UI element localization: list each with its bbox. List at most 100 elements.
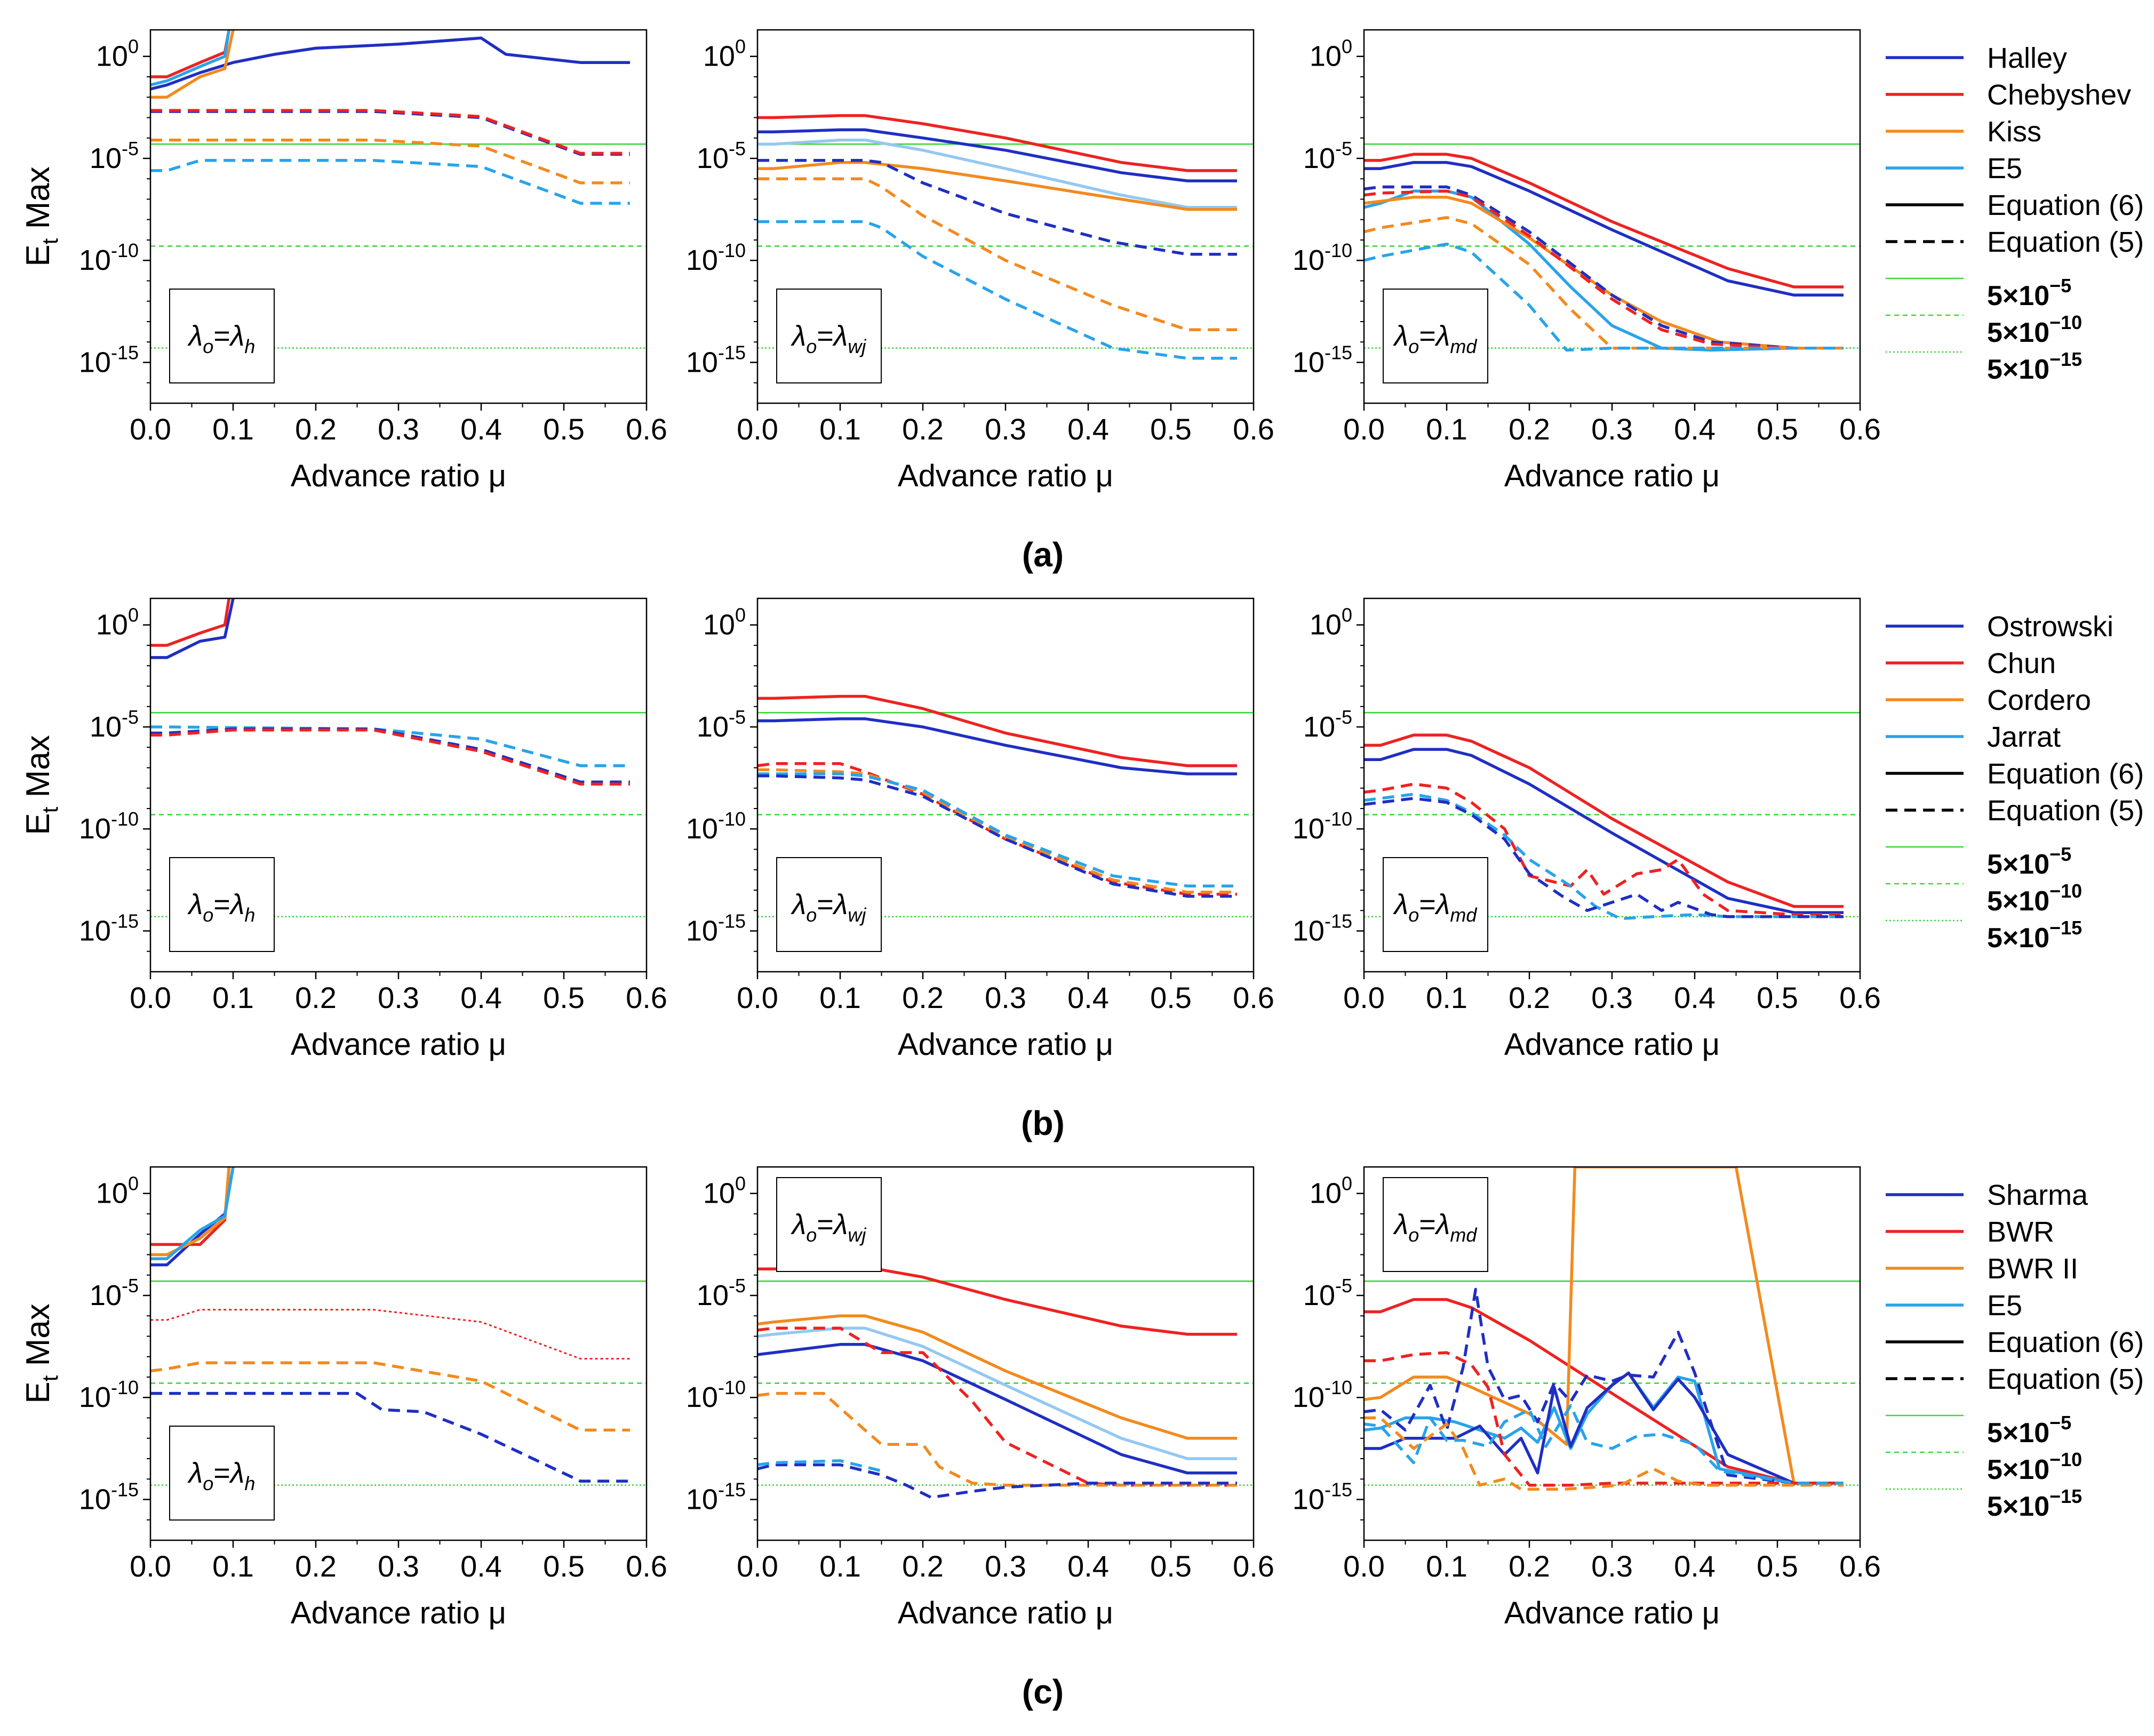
legend-label: Equation (5) bbox=[1987, 795, 2144, 827]
y-tick-label: 10-10 bbox=[686, 808, 746, 845]
series-line bbox=[757, 774, 1237, 898]
y-tick-label: 10-5 bbox=[90, 138, 139, 174]
series-line bbox=[757, 1314, 1237, 1440]
series-line bbox=[757, 161, 1237, 211]
x-tick-label: 0.3 bbox=[378, 412, 419, 446]
x-tick-label: 0.2 bbox=[902, 1549, 944, 1583]
y-tick-label: 100 bbox=[1310, 36, 1352, 73]
panel-c1: 0.0 0.1 0.2 0.3 0.4 0.5 0.6 100 10-5 10-10 10-15 Ad… bbox=[20, 1166, 667, 1630]
series-group bbox=[757, 694, 1237, 898]
x-tick-label: 0.5 bbox=[1757, 981, 1798, 1014]
lambda-annotation: λo=λwj bbox=[791, 1209, 867, 1246]
x-tick-label: 0.6 bbox=[1839, 981, 1881, 1014]
y-tick-label: 10-5 bbox=[697, 1275, 746, 1311]
lambda-annotation: λo=λwj bbox=[791, 320, 867, 357]
x-tick-label: 0.6 bbox=[626, 1549, 667, 1583]
series-line bbox=[757, 1326, 1237, 1487]
x-tick-label: 0.3 bbox=[985, 981, 1026, 1014]
series-group bbox=[757, 114, 1237, 360]
x-tick-label: 0.6 bbox=[1839, 1549, 1881, 1583]
annotation-box bbox=[1383, 857, 1488, 952]
legend-label: Chun bbox=[1987, 647, 2056, 679]
x-axis-label: Advance ratio μ bbox=[898, 459, 1113, 493]
x-tick-label: 0.1 bbox=[819, 1549, 861, 1583]
series-group bbox=[757, 1265, 1237, 1499]
x-tick-label: 0.6 bbox=[626, 981, 667, 1014]
series-line bbox=[757, 717, 1237, 775]
legend-label: 5×10−15 bbox=[1987, 1485, 2082, 1522]
legend-label: Cordero bbox=[1987, 684, 2091, 716]
x-tick-label: 0.0 bbox=[737, 412, 778, 446]
x-tick-label: 0.5 bbox=[543, 981, 585, 1014]
x-tick-label: 0.3 bbox=[378, 1549, 419, 1583]
x-tick-label: 0.6 bbox=[1233, 412, 1274, 446]
x-tick-label: 0.3 bbox=[378, 981, 419, 1014]
lambda-annotation: λo=λwj bbox=[791, 889, 867, 926]
x-tick-label: 0.6 bbox=[1839, 412, 1881, 446]
series-line bbox=[150, 1167, 235, 1260]
x-tick-label: 0.2 bbox=[295, 1549, 337, 1583]
legend-label: Equation (5) bbox=[1987, 1363, 2144, 1395]
y-tick-label: 10-15 bbox=[686, 1478, 746, 1515]
annotation-box bbox=[1383, 1177, 1488, 1272]
x-tick-label: 0.5 bbox=[1757, 1549, 1798, 1583]
x-tick-label: 0.5 bbox=[543, 412, 585, 446]
x-tick-label: 0.1 bbox=[819, 412, 861, 446]
x-tick-label: 0.2 bbox=[295, 412, 337, 446]
series-line bbox=[1364, 242, 1844, 352]
series-group bbox=[150, 598, 630, 786]
series-line bbox=[150, 30, 231, 86]
x-tick-label: 0.4 bbox=[1674, 981, 1716, 1014]
series-line bbox=[1364, 797, 1844, 918]
x-tick-label: 0.5 bbox=[543, 1549, 585, 1583]
y-tick-label: 100 bbox=[703, 1173, 746, 1210]
series-line bbox=[1364, 216, 1844, 350]
y-axis-label: Et Max bbox=[20, 1303, 62, 1403]
y-tick-label: 10-5 bbox=[697, 138, 746, 174]
series-line bbox=[757, 694, 1237, 767]
y-tick-label: 10-10 bbox=[1293, 1377, 1352, 1413]
series-line bbox=[1364, 793, 1844, 921]
legend-label: Equation (6) bbox=[1987, 758, 2144, 790]
panel-b3: 0.0 0.1 0.2 0.3 0.4 0.5 0.6 100 10-5 10-10 10-15 Ad… bbox=[1293, 597, 1881, 1062]
series-line bbox=[757, 128, 1237, 182]
y-tick-label: 10-15 bbox=[686, 910, 746, 947]
y-tick-label: 10-10 bbox=[1293, 808, 1352, 845]
series-line bbox=[150, 1361, 630, 1432]
series-line bbox=[757, 220, 1237, 360]
annotation-box bbox=[776, 289, 882, 383]
series-line bbox=[1364, 748, 1844, 914]
x-tick-label: 0.0 bbox=[737, 1549, 778, 1583]
row-label: (a) bbox=[1022, 535, 1064, 574]
lambda-annotation: λo=λmd bbox=[1393, 320, 1478, 357]
series-line bbox=[1364, 1167, 1844, 1485]
x-tick-label: 0.4 bbox=[460, 981, 502, 1014]
series-line bbox=[757, 1265, 1237, 1336]
lambda-annotation: λo=λh bbox=[187, 1457, 256, 1494]
x-tick-label: 0.4 bbox=[460, 1549, 502, 1583]
x-tick-label: 0.4 bbox=[1067, 981, 1109, 1014]
legend-label: Equation (6) bbox=[1987, 1326, 2144, 1358]
y-tick-label: 10-15 bbox=[79, 910, 139, 947]
y-tick-label: 10-10 bbox=[1293, 239, 1352, 276]
legend-label: 5×10−5 bbox=[1987, 275, 2071, 311]
x-tick-label: 0.5 bbox=[1150, 981, 1192, 1014]
x-axis-label: Advance ratio μ bbox=[1504, 1027, 1720, 1062]
panel-c3: 0.0 0.1 0.2 0.3 0.4 0.5 0.6 100 10-5 10-10 10-15 Ad… bbox=[1293, 1166, 1881, 1630]
legend-label: BWR bbox=[1987, 1216, 2054, 1248]
series-line bbox=[150, 598, 235, 659]
x-tick-label: 0.0 bbox=[130, 981, 171, 1014]
x-tick-label: 0.5 bbox=[1150, 1549, 1192, 1583]
y-tick-label: 10-5 bbox=[1303, 1275, 1352, 1311]
x-tick-label: 0.0 bbox=[737, 981, 778, 1014]
series-line bbox=[150, 1167, 231, 1257]
panel-b1: 0.0 0.1 0.2 0.3 0.4 0.5 0.6 100 10-5 10-10 10-15 Ad… bbox=[20, 597, 667, 1062]
y-tick-label: 100 bbox=[1310, 604, 1352, 641]
series-line bbox=[757, 1463, 1237, 1499]
x-axis-label: Advance ratio μ bbox=[898, 1596, 1113, 1630]
y-tick-label: 10-15 bbox=[79, 341, 139, 378]
series-line bbox=[1364, 1416, 1844, 1491]
series-line bbox=[757, 1343, 1237, 1475]
series-line bbox=[757, 177, 1237, 332]
